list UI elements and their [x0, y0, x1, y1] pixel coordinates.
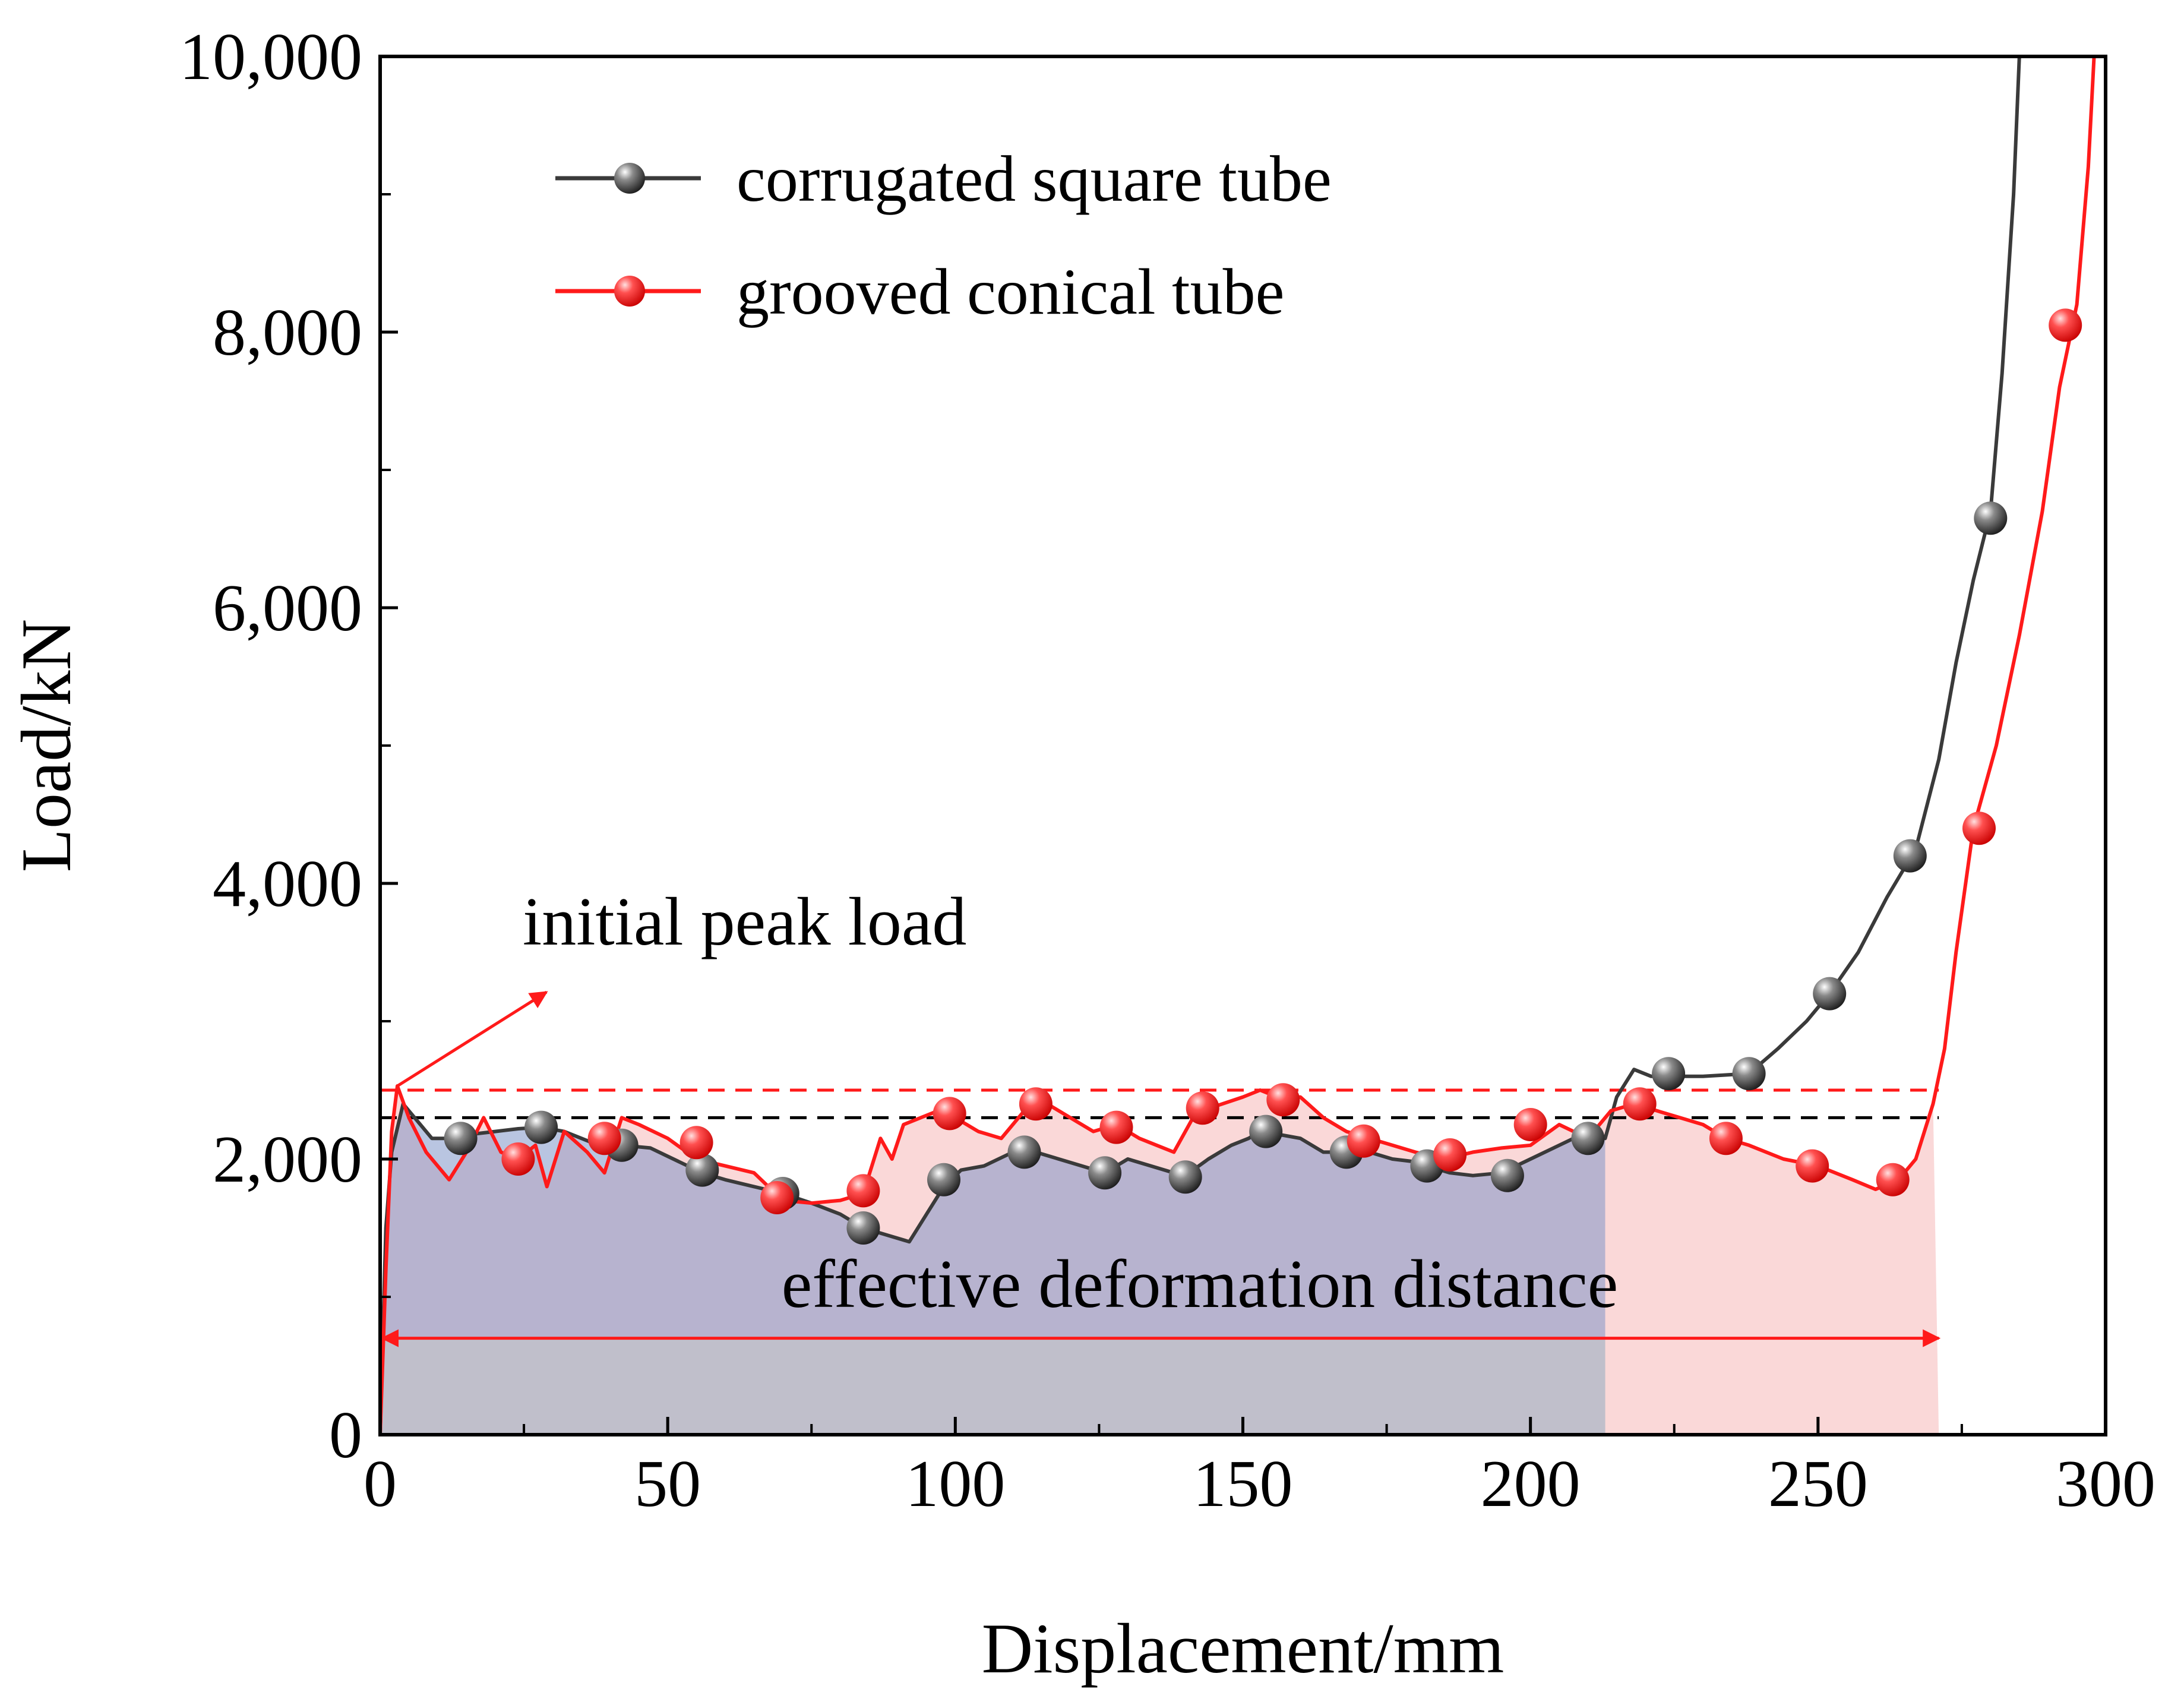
marker-corrugated-6 — [927, 1163, 960, 1196]
x-tick-label-50: 50 — [634, 1447, 701, 1521]
marker-corrugated-19 — [1974, 501, 2008, 535]
series-markers — [444, 308, 2082, 1245]
legend-label-corrugated: corrugated square tube — [737, 143, 1332, 215]
marker-corrugated-16 — [1732, 1057, 1766, 1091]
marker-corrugated-3 — [685, 1153, 719, 1187]
x-tick-label-150: 150 — [1193, 1447, 1293, 1521]
marker-grooved-10 — [1347, 1124, 1380, 1158]
x-tick-label-200: 200 — [1481, 1447, 1581, 1521]
y-tick-label-2000: 2,000 — [213, 1123, 362, 1196]
x-axis-ticks: 0 50 100 150 200 250 300 — [364, 1417, 2155, 1521]
marker-grooved-16 — [1876, 1163, 1910, 1196]
marker-grooved-2 — [679, 1126, 713, 1160]
initial-peak-load-arrow — [396, 990, 548, 1088]
marker-grooved-15 — [1796, 1149, 1829, 1183]
x-axis-title: Displacement/mm — [982, 1609, 1505, 1688]
marker-grooved-3 — [760, 1181, 794, 1214]
marker-corrugated-5 — [846, 1211, 880, 1245]
marker-grooved-7 — [1099, 1110, 1133, 1144]
marker-corrugated-14 — [1571, 1122, 1605, 1155]
marker-grooved-14 — [1709, 1122, 1743, 1155]
initial-peak-load-label: initial peak load — [523, 884, 966, 960]
y-tick-label-4000: 4,000 — [213, 847, 362, 921]
marker-corrugated-7 — [1007, 1135, 1041, 1169]
marker-grooved-18 — [2049, 308, 2082, 342]
y-axis-ticks: 0 2,000 4,000 6,000 8,000 10,000 — [179, 20, 398, 1472]
x-tick-label-100: 100 — [905, 1447, 1005, 1521]
y-tick-label-8000: 8,000 — [213, 296, 362, 370]
effective-deformation-distance-label: effective deformation distance — [782, 1246, 1619, 1322]
x-tick-label-0: 0 — [364, 1447, 397, 1521]
marker-grooved-8 — [1186, 1091, 1219, 1125]
marker-corrugated-10 — [1249, 1114, 1283, 1148]
marker-corrugated-18 — [1893, 839, 1927, 873]
x-tick-label-250: 250 — [1768, 1447, 1868, 1521]
marker-grooved-5 — [933, 1097, 966, 1131]
marker-corrugated-9 — [1168, 1160, 1202, 1194]
marker-grooved-17 — [1962, 812, 1996, 845]
legend: corrugated square tube grooved conical t… — [555, 143, 1332, 328]
x-tick-label-300: 300 — [2056, 1447, 2155, 1521]
y-tick-label-0: 0 — [329, 1398, 362, 1472]
marker-grooved-6 — [1019, 1087, 1053, 1121]
marker-grooved-9 — [1266, 1083, 1300, 1117]
legend-marker-grooved — [614, 276, 645, 307]
y-axis-title: Load/kN — [7, 619, 86, 873]
legend-item-grooved: grooved conical tube — [555, 255, 1284, 328]
legend-item-corrugated: corrugated square tube — [555, 143, 1332, 215]
marker-corrugated-13 — [1490, 1158, 1524, 1192]
annotations: initial peak load effective deformation … — [381, 884, 1941, 1347]
marker-corrugated-1 — [524, 1110, 558, 1144]
marker-grooved-12 — [1513, 1108, 1547, 1141]
marker-grooved-4 — [846, 1174, 880, 1208]
marker-corrugated-0 — [444, 1122, 478, 1155]
marker-corrugated-8 — [1088, 1156, 1122, 1190]
fill-lower-band — [380, 1338, 1605, 1435]
area-fill-layer — [380, 1086, 1939, 1435]
marker-grooved-0 — [501, 1142, 535, 1176]
marker-corrugated-15 — [1652, 1057, 1686, 1091]
y-tick-label-6000: 6,000 — [213, 572, 362, 645]
marker-grooved-1 — [587, 1122, 621, 1155]
reference-lines — [380, 1088, 1939, 1119]
marker-grooved-13 — [1623, 1087, 1657, 1121]
marker-corrugated-17 — [1813, 977, 1847, 1011]
y-tick-label-10000: 10,000 — [179, 20, 362, 94]
legend-label-grooved: grooved conical tube — [737, 255, 1284, 328]
marker-grooved-11 — [1433, 1138, 1467, 1172]
series-line-grooved — [380, 56, 2096, 1435]
legend-marker-corrugated — [614, 163, 645, 194]
